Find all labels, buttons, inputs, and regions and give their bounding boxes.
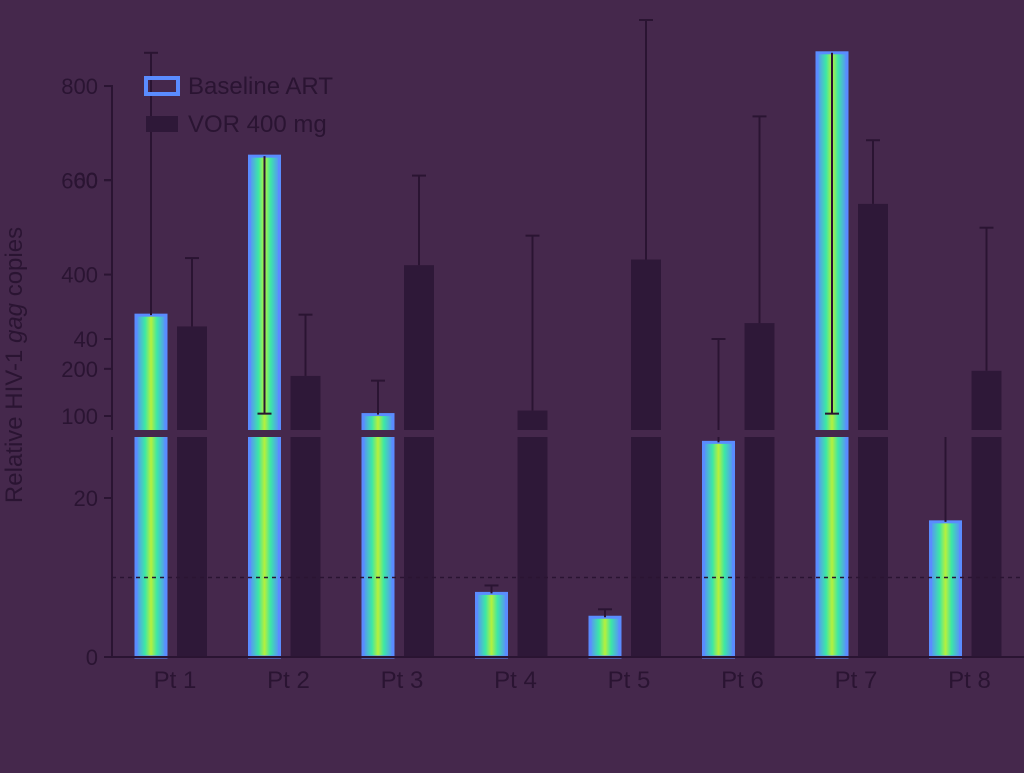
y-tick-label-200: 200 [61,357,98,382]
bar-vor-6 [744,323,775,657]
bar-baseline-1 [134,313,168,659]
bar-baseline-3 [361,413,395,659]
x-tick-label-4: Pt 4 [494,667,537,694]
bar-vor-1 [177,326,207,657]
legend-swatch-baseline [144,76,180,96]
bar-baseline-8 [929,520,962,659]
legend-label-vor: VOR 400 mg [188,111,327,138]
y-tick-label-400: 400 [61,263,98,288]
legend-label-baseline: Baseline ART [188,73,333,100]
bar-vor-5 [631,259,661,657]
y-tick-label-100: 100 [61,404,98,429]
x-tick-label-3: Pt 3 [381,667,424,694]
x-tick-label-8: Pt 8 [948,667,991,694]
bar-baseline-4 [475,591,508,659]
y-tick-label-0: 0 [86,645,98,670]
legend: Baseline ART VOR 400 mg [144,73,333,138]
bar-vor-4 [517,410,548,657]
x-tick-label-2: Pt 2 [267,667,310,694]
y-tick-label-60: 60 [74,168,98,193]
axis-break-band [102,430,1024,437]
bar-vor-8 [971,370,1002,657]
y-tick-label-800: 800 [61,74,98,99]
y-tick-label-600: 600 [61,168,98,193]
y-axis-label: Relative HIV-1 gag copies [1,227,28,503]
x-tick-label-6: Pt 6 [721,667,764,694]
legend-swatch-vor [146,116,178,132]
bar-vor-3 [404,265,434,657]
x-tick-label-5: Pt 5 [608,667,651,694]
bar-baseline-5 [588,615,622,659]
bar-baseline-6 [702,440,735,659]
y-tick-label-20: 20 [74,486,98,511]
bar-vor-2 [290,375,321,657]
x-tick-label-7: Pt 7 [835,667,878,694]
y-tick-label-40: 40 [74,327,98,352]
x-tick-label-1: Pt 1 [154,667,197,694]
